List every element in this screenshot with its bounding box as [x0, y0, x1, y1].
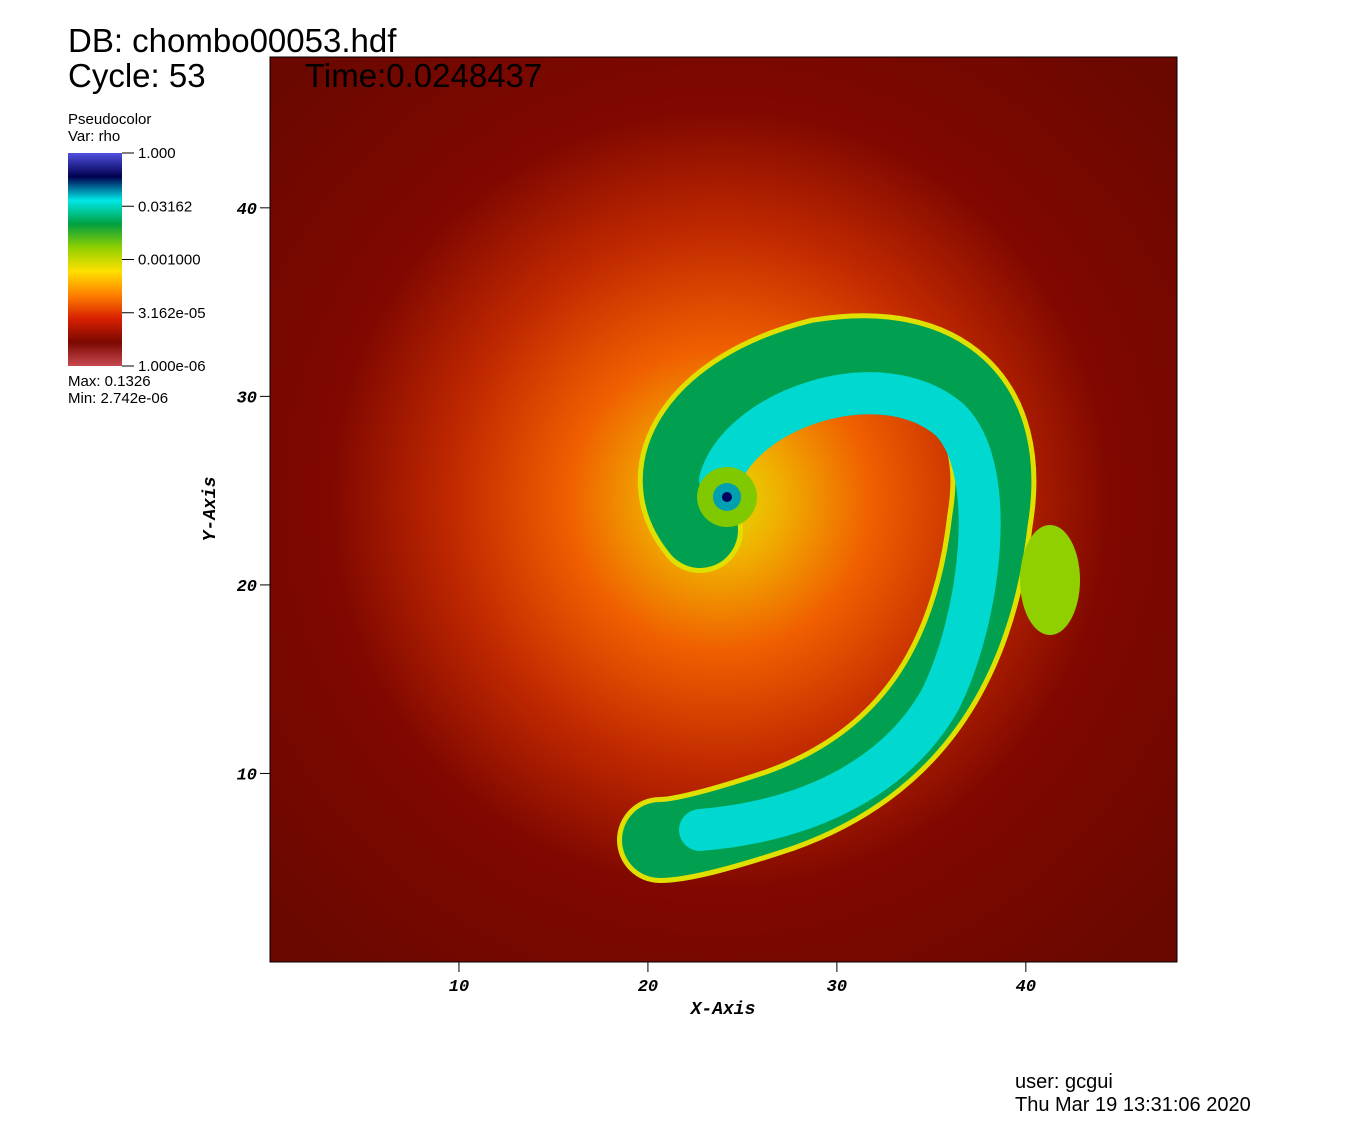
center-dot	[722, 492, 732, 502]
x-tick-label: 20	[638, 978, 658, 997]
x-tick-label: 30	[827, 978, 847, 997]
time-label: Time:0.0248437	[305, 57, 542, 94]
lobe	[1020, 525, 1080, 635]
colorbar-tick-label: 1.000e-06	[138, 358, 206, 375]
spiral-core	[679, 372, 1001, 851]
legend-plot: Pseudocolor	[68, 111, 151, 128]
y-tick-label: 20	[237, 578, 257, 597]
x-tick-label: 10	[449, 978, 469, 997]
plot-frame	[269, 56, 1178, 963]
colorbar-tick-label: 1.000	[138, 145, 176, 162]
x-axis-label: X-Axis	[690, 1000, 756, 1020]
field	[270, 57, 1177, 962]
cycle-label: Cycle: 53	[68, 57, 206, 94]
colorbar-tick-label: 3.162e-05	[138, 305, 206, 322]
y-tick-label: 30	[237, 389, 257, 408]
colorbar-tick-label: 0.03162	[138, 198, 192, 215]
user-label: user: gcgui	[1015, 1071, 1113, 1093]
legend-max: Max: 0.1326	[68, 373, 151, 390]
y-tick-label: 40	[237, 201, 257, 220]
legend-var: Var: rho	[68, 128, 120, 145]
db-label: DB: chombo00053.hdf	[68, 22, 397, 59]
date-label: Thu Mar 19 13:31:06 2020	[1015, 1094, 1251, 1116]
legend-min: Min: 2.742e-06	[68, 390, 168, 407]
y-axis-label: Y-Axis	[201, 477, 221, 542]
colorbar-tick-label: 0.001000	[138, 252, 201, 269]
x-tick-label: 40	[1016, 978, 1036, 997]
y-tick-label: 10	[237, 766, 257, 785]
colorbar	[68, 153, 122, 366]
